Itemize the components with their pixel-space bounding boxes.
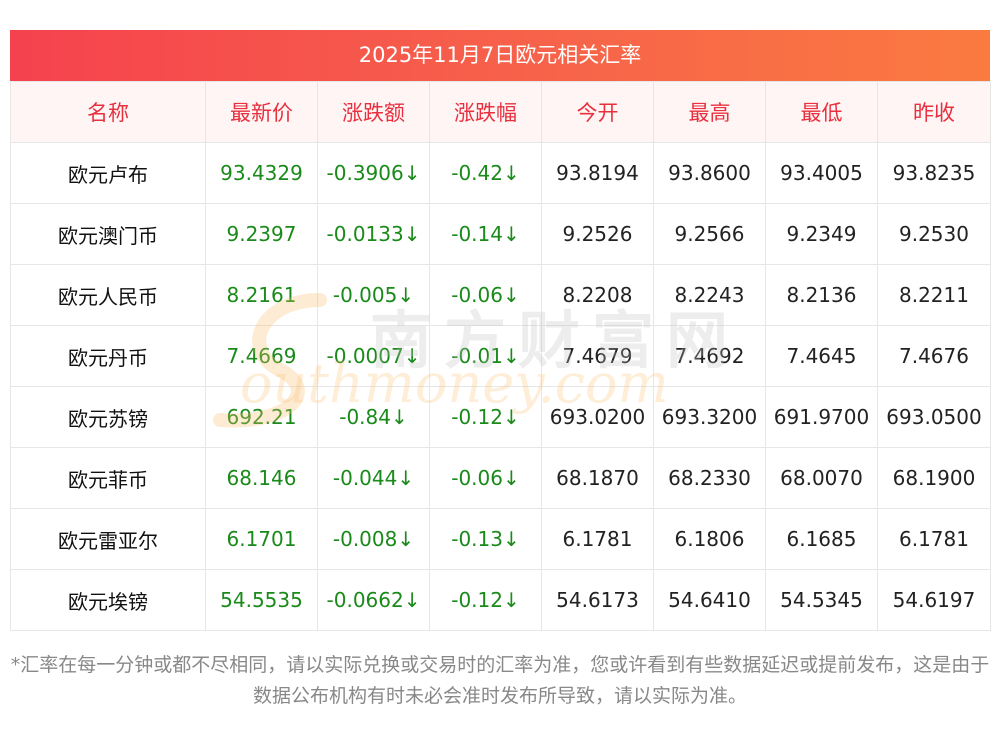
cell-name: 欧元埃镑 [10, 569, 206, 631]
column-header-high: 最高 [653, 81, 766, 143]
rate-table-card: 2025年11月7日欧元相关汇率 名称 最新价 涨跌额 涨跌幅 今开 最高 最低… [10, 30, 991, 631]
cell-open: 9.2526 [541, 203, 654, 265]
cell-low: 54.5345 [765, 569, 878, 631]
cell-high: 68.2330 [653, 447, 766, 509]
cell-high: 9.2566 [653, 203, 766, 265]
table-header-row: 名称 最新价 涨跌额 涨跌幅 今开 最高 最低 昨收 [10, 81, 991, 143]
cell-open: 7.4679 [541, 325, 654, 387]
cell-name: 欧元卢布 [10, 142, 206, 204]
cell-prev: 8.2211 [877, 264, 991, 326]
cell-high: 6.1806 [653, 508, 766, 570]
cell-change: -0.044↓ [317, 447, 430, 509]
cell-pct: -0.12↓ [429, 386, 542, 448]
cell-low: 8.2136 [765, 264, 878, 326]
cell-name: 欧元菲币 [10, 447, 206, 509]
cell-pct: -0.06↓ [429, 447, 542, 509]
cell-prev: 68.1900 [877, 447, 991, 509]
cell-latest: 9.2397 [205, 203, 318, 265]
cell-high: 93.8600 [653, 142, 766, 204]
cell-change: -0.3906↓ [317, 142, 430, 204]
table-row: 欧元丹币 7.4669 -0.0007↓ -0.01↓ 7.4679 7.469… [10, 325, 991, 387]
table-row: 欧元澳门币 9.2397 -0.0133↓ -0.14↓ 9.2526 9.25… [10, 203, 991, 265]
cell-change: -0.0007↓ [317, 325, 430, 387]
cell-open: 693.0200 [541, 386, 654, 448]
cell-low: 6.1685 [765, 508, 878, 570]
cell-name: 欧元丹币 [10, 325, 206, 387]
cell-high: 54.6410 [653, 569, 766, 631]
cell-name: 欧元雷亚尔 [10, 508, 206, 570]
cell-low: 9.2349 [765, 203, 878, 265]
cell-low: 93.4005 [765, 142, 878, 204]
cell-low: 691.9700 [765, 386, 878, 448]
cell-latest: 692.21 [205, 386, 318, 448]
cell-prev: 6.1781 [877, 508, 991, 570]
column-header-change: 涨跌额 [317, 81, 430, 143]
rate-table: 名称 最新价 涨跌额 涨跌幅 今开 最高 最低 昨收 欧元卢布 93.4329 … [10, 81, 991, 631]
cell-change: -0.0662↓ [317, 569, 430, 631]
cell-prev: 54.6197 [877, 569, 991, 631]
cell-prev: 7.4676 [877, 325, 991, 387]
table-row: 欧元苏镑 692.21 -0.84↓ -0.12↓ 693.0200 693.3… [10, 386, 991, 448]
cell-latest: 93.4329 [205, 142, 318, 204]
table-title: 2025年11月7日欧元相关汇率 [10, 30, 990, 81]
footnote: *汇率在每一分钟或都不尽相同，请以实际兑换或交易时的汇率为准，您或许看到有些数据… [10, 654, 990, 707]
cell-low: 7.4645 [765, 325, 878, 387]
cell-pct: -0.01↓ [429, 325, 542, 387]
cell-open: 6.1781 [541, 508, 654, 570]
cell-name: 欧元人民币 [10, 264, 206, 326]
cell-prev: 9.2530 [877, 203, 991, 265]
cell-prev: 93.8235 [877, 142, 991, 204]
cell-latest: 6.1701 [205, 508, 318, 570]
cell-pct: -0.42↓ [429, 142, 542, 204]
column-header-name: 名称 [10, 81, 206, 143]
cell-pct: -0.12↓ [429, 569, 542, 631]
cell-low: 68.0070 [765, 447, 878, 509]
cell-pct: -0.13↓ [429, 508, 542, 570]
cell-high: 8.2243 [653, 264, 766, 326]
table-row: 欧元埃镑 54.5535 -0.0662↓ -0.12↓ 54.6173 54.… [10, 569, 991, 631]
cell-latest: 68.146 [205, 447, 318, 509]
cell-prev: 693.0500 [877, 386, 991, 448]
cell-latest: 8.2161 [205, 264, 318, 326]
cell-high: 7.4692 [653, 325, 766, 387]
cell-pct: -0.14↓ [429, 203, 542, 265]
cell-high: 693.3200 [653, 386, 766, 448]
column-header-pct: 涨跌幅 [429, 81, 542, 143]
table-row: 欧元人民币 8.2161 -0.005↓ -0.06↓ 8.2208 8.224… [10, 264, 991, 326]
cell-latest: 7.4669 [205, 325, 318, 387]
table-row: 欧元雷亚尔 6.1701 -0.008↓ -0.13↓ 6.1781 6.180… [10, 508, 991, 570]
cell-open: 8.2208 [541, 264, 654, 326]
table-row: 欧元菲币 68.146 -0.044↓ -0.06↓ 68.1870 68.23… [10, 447, 991, 509]
cell-change: -0.84↓ [317, 386, 430, 448]
cell-latest: 54.5535 [205, 569, 318, 631]
cell-change: -0.008↓ [317, 508, 430, 570]
cell-change: -0.0133↓ [317, 203, 430, 265]
column-header-open: 今开 [541, 81, 654, 143]
cell-open: 54.6173 [541, 569, 654, 631]
column-header-latest: 最新价 [205, 81, 318, 143]
cell-change: -0.005↓ [317, 264, 430, 326]
cell-name: 欧元苏镑 [10, 386, 206, 448]
cell-pct: -0.06↓ [429, 264, 542, 326]
column-header-prev: 昨收 [877, 81, 991, 143]
table-row: 欧元卢布 93.4329 -0.3906↓ -0.42↓ 93.8194 93.… [10, 142, 991, 204]
column-header-low: 最低 [765, 81, 878, 143]
cell-open: 93.8194 [541, 142, 654, 204]
cell-open: 68.1870 [541, 447, 654, 509]
cell-name: 欧元澳门币 [10, 203, 206, 265]
